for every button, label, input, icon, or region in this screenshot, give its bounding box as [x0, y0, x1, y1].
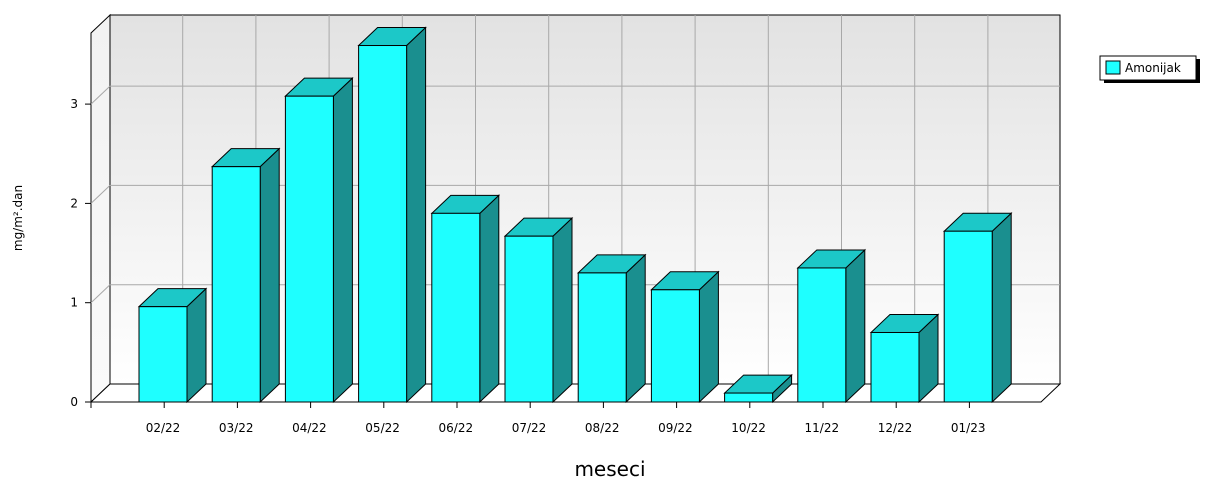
grid-line-side	[90, 284, 111, 304]
bar-side	[845, 248, 866, 404]
bar-12/22	[869, 313, 940, 404]
bar-side	[186, 287, 207, 404]
bar-07/22	[503, 217, 574, 404]
x-tick-label: 08/22	[585, 421, 620, 435]
bar-side	[991, 212, 1012, 404]
bar-10/22	[723, 373, 793, 404]
x-tick-label: 09/22	[658, 421, 693, 435]
bar-front	[284, 95, 334, 403]
x-tick-label: 02/22	[146, 421, 181, 435]
bar-front	[504, 235, 554, 403]
x-tick-label: 04/22	[292, 421, 327, 435]
bar-front	[431, 212, 481, 403]
bar-08/22	[576, 253, 647, 404]
bar-02/22	[137, 287, 208, 404]
x-tick-label: 01/23	[951, 421, 986, 435]
bar-side	[552, 217, 573, 404]
x-tick-label: 07/22	[512, 421, 547, 435]
bar-side	[259, 147, 280, 404]
grid-line-side	[90, 185, 111, 204]
bars	[137, 26, 1013, 404]
x-tick-label: 06/22	[439, 421, 474, 435]
bar-front	[577, 272, 627, 403]
bar-05/22	[357, 26, 427, 404]
bar-11/22	[796, 248, 867, 404]
x-tick-label: 10/22	[731, 421, 766, 435]
bar-front	[211, 166, 261, 403]
x-tick-label: 05/22	[365, 421, 400, 435]
bar-front	[138, 306, 188, 403]
bar-front	[797, 267, 847, 403]
bar-06/22	[430, 194, 501, 404]
legend-swatch-amonijak	[1105, 60, 1121, 75]
legend-label-amonijak: Amonijak	[1125, 61, 1181, 75]
bar-side	[332, 76, 353, 404]
x-tick-label: 11/22	[805, 421, 840, 435]
y-tick-label: 2	[70, 196, 78, 210]
bar-side	[698, 270, 719, 404]
y-tick-label: 3	[70, 97, 78, 111]
y-tick-label: 0	[70, 395, 78, 409]
x-axis-title: meseci	[574, 457, 645, 481]
bar-01/23	[942, 212, 1013, 404]
plot-side-wall	[90, 13, 111, 404]
y-axis-title: mg/m².dan	[11, 185, 25, 251]
x-tick-label: 03/22	[219, 421, 254, 435]
bar-09/22	[650, 270, 720, 404]
x-tick-label: 12/22	[878, 421, 913, 435]
bar-04/22	[284, 76, 354, 404]
bar-front	[358, 45, 408, 403]
bar-side	[406, 26, 427, 404]
bar-side	[625, 253, 646, 404]
y-tick-label: 1	[70, 296, 78, 310]
y-axis: 0 1 2 3	[70, 97, 91, 409]
bar-front	[724, 392, 774, 403]
bar-front	[943, 230, 993, 403]
grid-line-side	[90, 85, 111, 105]
bar-side	[479, 194, 500, 404]
bar-front	[650, 289, 700, 403]
legend: Amonijak	[1099, 55, 1200, 83]
bar-front	[870, 331, 920, 403]
x-axis: 02/22 03/22 04/22 05/22 06/22 07/22 08/22 09/22…	[90, 402, 986, 435]
bar-03/22	[210, 147, 281, 404]
